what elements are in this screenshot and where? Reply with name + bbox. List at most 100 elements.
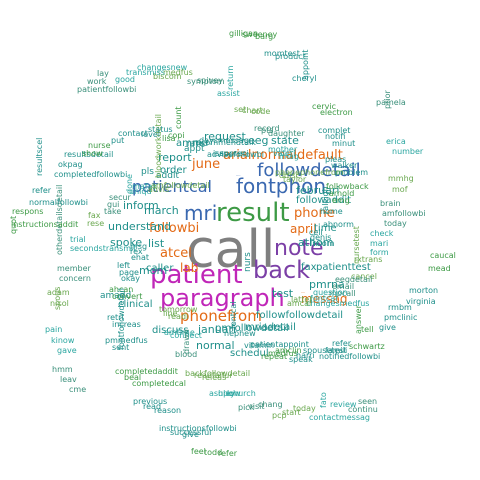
cloud-word: cervic <box>312 102 336 111</box>
cloud-word: abnorm <box>323 220 354 229</box>
cloud-word: mom <box>139 264 168 277</box>
cloud-word: followback <box>326 182 369 191</box>
cloud-word: return <box>226 65 235 90</box>
cloud-word: today <box>384 219 407 228</box>
cloud-word: today <box>293 404 316 413</box>
cloud-word: fax <box>88 211 101 220</box>
cloud-word: test <box>272 287 294 300</box>
cloud-word: advis <box>148 185 170 194</box>
cloud-word: pick <box>238 403 255 412</box>
cloud-word: phonefrom <box>180 307 262 325</box>
cloud-word: completedaddit <box>115 367 178 376</box>
cloud-word: discuss <box>152 325 189 336</box>
cloud-word: review <box>330 400 357 409</box>
cloud-word: resultsdetail <box>64 150 114 159</box>
cloud-word: walker <box>331 161 358 170</box>
cloud-word: medfus <box>268 349 298 358</box>
cloud-word: upohurch <box>218 389 256 398</box>
cloud-word: recommendtalk <box>193 138 256 147</box>
cloud-word: virginia <box>406 297 436 306</box>
cloud-word: june <box>192 157 221 172</box>
cloud-word: fontfollowdetail <box>117 288 126 350</box>
cloud-word: assist <box>217 89 240 98</box>
cloud-word: leav <box>60 375 77 384</box>
cloud-word: state <box>271 134 299 147</box>
cloud-word: instructionsfollowbi <box>159 424 237 433</box>
cloud-word: pmclinic <box>384 313 418 322</box>
cloud-word: fato <box>319 392 328 408</box>
cloud-word: drawn <box>182 329 191 354</box>
cloud-word: repeat <box>261 352 288 361</box>
cloud-word: spivey <box>197 76 223 85</box>
cloud-word: understand <box>108 220 171 233</box>
cloud-word: appreci <box>219 149 249 158</box>
cloud-word: mmhg <box>388 174 414 183</box>
cloud-word: amfollowbi <box>382 209 426 218</box>
cloud-word: successful <box>170 428 212 437</box>
cloud-word: continu <box>348 405 378 414</box>
cloud-word: cme <box>69 385 87 394</box>
cloud-word: fontphon <box>236 176 241 177</box>
cloud-word: back <box>253 256 311 284</box>
cloud-word: bloodworkdetail <box>154 113 163 178</box>
cloud-word: daughter <box>268 129 305 138</box>
cloud-word: daysmessag <box>199 136 249 145</box>
cloud-word: note <box>274 236 324 261</box>
cloud-word: valeri <box>273 149 296 158</box>
cloud-word: connect <box>170 331 202 340</box>
cloud-word: work <box>87 77 107 86</box>
cloud-word: home <box>320 207 343 216</box>
cloud-word: april <box>290 222 317 236</box>
cloud-word: latter <box>291 295 313 304</box>
cloud-word: pamela <box>376 98 406 107</box>
cloud-word: amrna <box>176 138 209 149</box>
cloud-word: erica <box>386 137 406 146</box>
cloud-word: changesmedfus <box>306 299 370 308</box>
cloud-word: increas <box>112 320 141 329</box>
cloud-word: pmmedfus <box>105 336 148 345</box>
cloud-word: code <box>251 107 271 116</box>
cloud-word: eegdetail <box>335 275 373 284</box>
cloud-word: ashley <box>209 389 236 398</box>
cloud-word: mriadetail <box>245 322 296 333</box>
cloud-word: refer <box>32 186 52 195</box>
cloud-word: transmiss <box>126 68 165 77</box>
cloud-word: mari <box>370 239 389 248</box>
cloud-word: blood <box>175 350 198 359</box>
cloud-word: paragraph <box>160 284 285 312</box>
cloud-word: completedcal <box>132 379 186 388</box>
cloud-word: patienttest <box>316 262 371 273</box>
cloud-word: reason <box>154 406 182 415</box>
cloud-word: pcp <box>272 411 287 420</box>
cloud-word: completedfollowbi <box>54 170 128 179</box>
cloud-word: gilligan <box>229 29 259 38</box>
cloud-word: spous <box>53 286 62 310</box>
cloud-word: show <box>82 149 103 158</box>
cloud-word: refer <box>332 339 352 348</box>
cloud-word: rese <box>87 219 105 228</box>
cloud-word: todd <box>204 448 223 457</box>
cloud-word: symptom <box>187 77 225 86</box>
cloud-word: amfollowdetail <box>151 181 210 190</box>
cloud-word: patientfollowbi <box>77 85 137 94</box>
cloud-word: done <box>125 174 134 194</box>
cloud-word: electron <box>320 108 353 117</box>
cloud-word: famili <box>325 346 348 355</box>
cloud-word: pleas <box>325 155 347 164</box>
cloud-word: followbi <box>149 221 200 236</box>
cloud-word: incom <box>310 239 335 248</box>
cloud-word: inform <box>123 199 159 212</box>
cloud-word: momtest <box>264 49 300 58</box>
cloud-word: atcel <box>160 246 192 261</box>
cloud-word: respons <box>12 207 44 216</box>
cloud-word: caller <box>146 263 174 274</box>
cloud-word: set <box>234 105 247 114</box>
cloud-word: low <box>227 389 241 398</box>
cloud-word: januari <box>198 323 237 336</box>
cloud-word: pmrna <box>309 278 345 291</box>
cloud-word: order <box>160 165 187 176</box>
cloud-word: retri <box>107 313 124 322</box>
cloud-word: speak <box>289 355 313 364</box>
cloud-word: mri <box>184 201 218 225</box>
cloud-word: uniqu <box>129 187 152 196</box>
